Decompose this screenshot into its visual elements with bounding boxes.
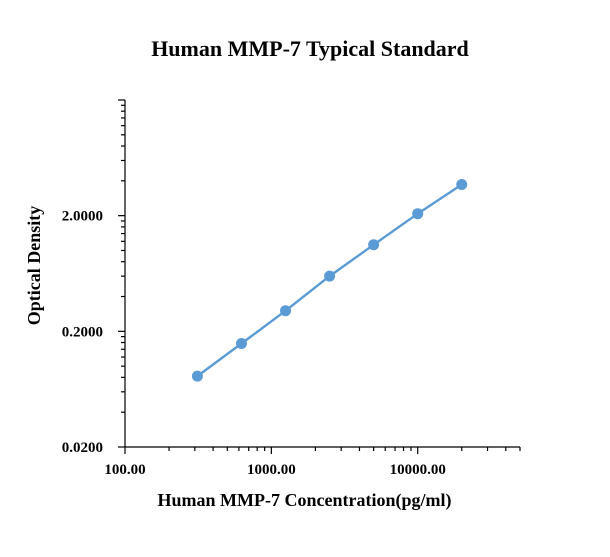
data-point [368, 239, 380, 251]
data-point [191, 370, 203, 382]
series [191, 178, 468, 382]
chart-title: Human MMP-7 Typical Standard [151, 36, 469, 61]
axes [124, 100, 520, 448]
x-tick-label: 100.00 [104, 462, 145, 478]
data-point [456, 178, 468, 190]
data-point [324, 270, 336, 282]
data-point [235, 337, 247, 349]
y-tick-label: 2.0000 [62, 209, 103, 225]
x-tick-label: 1000.00 [247, 462, 296, 478]
y-tick-label: 0.0200 [62, 440, 103, 456]
data-point [280, 305, 292, 317]
ticks: 100.00 1000.00 10000.00 0.0200 0.2000 2.0000 [62, 99, 521, 478]
x-tick-label: 10000.00 [390, 462, 446, 478]
x-axis-label: Human MMP-7 Concentration(pg/ml) [158, 490, 452, 511]
data-point [412, 208, 424, 220]
y-tick-label: 0.2000 [62, 324, 103, 340]
y-axis-label: Optical Density [24, 206, 44, 326]
